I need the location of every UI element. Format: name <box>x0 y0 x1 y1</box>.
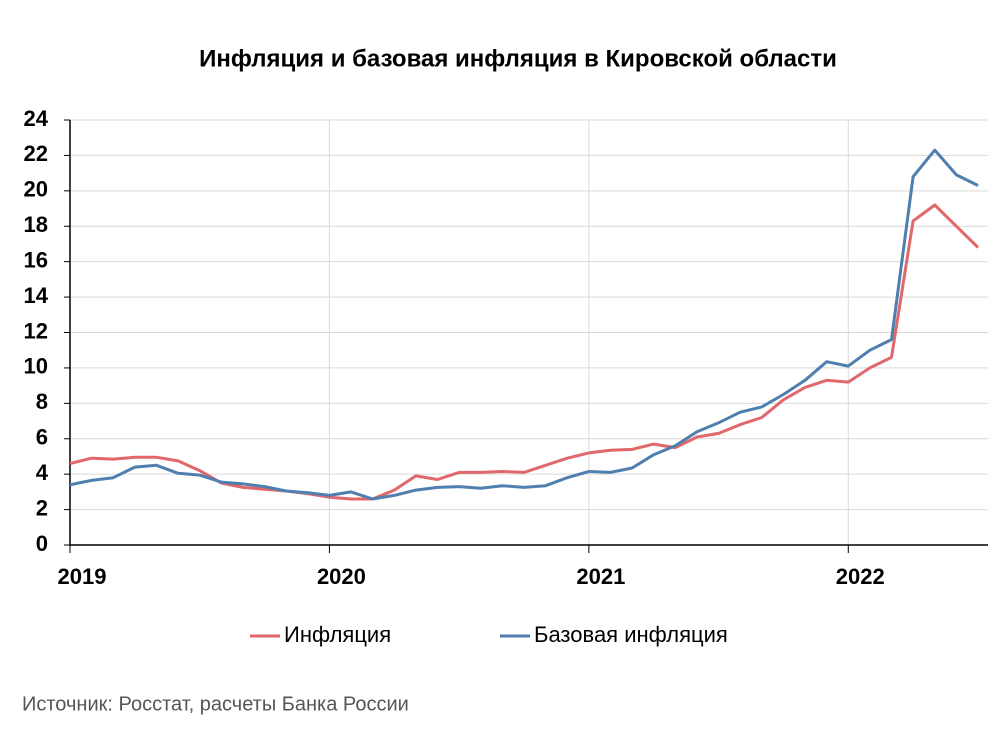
legend-label: Инфляция <box>284 622 391 647</box>
x-tick-label: 2019 <box>58 564 107 589</box>
chart-title: Инфляция и базовая инфляция в Кировской … <box>199 45 837 72</box>
x-tick-label: 2022 <box>836 564 885 589</box>
legend-label: Базовая инфляция <box>534 622 728 647</box>
source-note: Источник: Росстат, расчеты Банка России <box>22 693 409 715</box>
y-tick-label: 0 <box>36 531 48 556</box>
y-tick-label: 16 <box>24 247 48 272</box>
y-tick-label: 22 <box>24 141 48 166</box>
y-tick-label: 12 <box>24 318 48 343</box>
y-tick-label: 10 <box>24 354 48 379</box>
line-series <box>69 148 979 501</box>
y-tick-label: 2 <box>36 495 48 520</box>
y-tick-label: 18 <box>24 212 48 237</box>
y-tick-label: 20 <box>24 177 48 202</box>
y-tick-label: 24 <box>24 106 49 131</box>
y-tick-label: 14 <box>24 283 49 308</box>
x-tick-label: 2021 <box>576 564 625 589</box>
line-series <box>69 203 980 501</box>
y-tick-label: 8 <box>36 389 48 414</box>
y-tick-label: 4 <box>36 460 49 485</box>
x-tick-label: 2020 <box>317 564 366 589</box>
y-tick-label: 6 <box>36 425 48 450</box>
